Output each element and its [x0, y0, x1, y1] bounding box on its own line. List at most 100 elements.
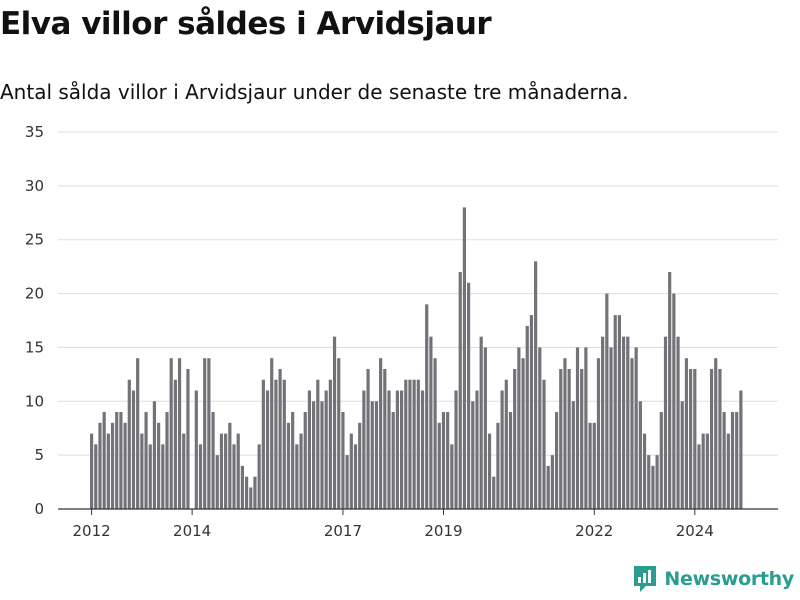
bar [119, 412, 123, 509]
bar [404, 379, 408, 509]
bar [496, 422, 500, 509]
bar [626, 336, 630, 509]
bar [358, 422, 362, 509]
bar [207, 358, 211, 509]
newsworthy-logo-icon [634, 566, 657, 592]
bar [98, 422, 102, 509]
bar [601, 336, 605, 509]
bar [642, 433, 647, 509]
bar [215, 455, 219, 509]
bar [437, 422, 441, 509]
bar [454, 390, 458, 509]
bar [513, 368, 517, 509]
bar [295, 444, 299, 509]
bar [638, 401, 642, 509]
bar [575, 347, 580, 509]
bar [253, 476, 257, 509]
bar [244, 476, 249, 509]
y-tick-label: 5 [34, 446, 44, 464]
bar [517, 347, 521, 509]
highlight-data-label: 11 [734, 0, 756, 5]
bar [370, 401, 374, 509]
bar [508, 412, 513, 509]
bar [169, 358, 173, 509]
bar [261, 379, 265, 509]
bar [416, 379, 420, 509]
bar [467, 282, 471, 509]
bar [165, 412, 169, 509]
bar [483, 347, 487, 509]
bar [232, 444, 236, 509]
bar [709, 368, 714, 509]
bar [655, 455, 659, 509]
bar [580, 368, 584, 509]
x-tick-label: 2017 [324, 522, 362, 540]
bar [257, 444, 261, 509]
y-tick-label: 35 [25, 123, 44, 141]
bar [286, 422, 291, 509]
x-tick-label: 2024 [676, 522, 714, 540]
y-tick-label: 0 [34, 500, 44, 518]
bar [701, 433, 705, 509]
bar [559, 368, 563, 509]
bar [383, 368, 387, 509]
x-tick-label: 2019 [424, 522, 462, 540]
bar [450, 444, 454, 509]
bar [705, 433, 709, 509]
bar [651, 465, 655, 509]
bar [425, 304, 429, 509]
bar [148, 444, 152, 509]
bar [487, 433, 492, 509]
bar [144, 412, 148, 509]
bar [697, 444, 701, 509]
bar [224, 433, 228, 509]
bar [182, 433, 186, 509]
bar [332, 336, 337, 509]
bar [693, 368, 697, 509]
bar [94, 444, 98, 509]
bar [730, 412, 735, 509]
bar [374, 401, 379, 509]
bar [341, 412, 345, 509]
bar [680, 401, 684, 509]
bar [525, 325, 529, 509]
bar [399, 390, 404, 509]
bar [282, 379, 286, 509]
bar [161, 444, 165, 509]
x-tick-label: 2012 [73, 522, 111, 540]
bar [228, 422, 232, 509]
bar [588, 422, 592, 509]
bar [622, 336, 626, 509]
bar [408, 379, 412, 509]
y-tick-label: 25 [25, 231, 44, 249]
bar [462, 207, 467, 509]
bar [320, 401, 324, 509]
y-tick-label: 20 [25, 285, 44, 303]
bar [198, 444, 203, 509]
bar [236, 433, 240, 509]
bar [102, 412, 106, 509]
bar [240, 465, 244, 509]
bar [177, 358, 182, 509]
bar [550, 455, 554, 509]
bar [529, 315, 534, 509]
bar [571, 401, 575, 509]
bar [265, 390, 270, 509]
bar [668, 272, 672, 509]
bar [521, 358, 525, 509]
bar [613, 315, 617, 509]
bar [504, 379, 508, 509]
brand-name: Newsworthy [664, 568, 794, 590]
bar [140, 433, 144, 509]
y-axis-ticks: 0 5 10 15 20 25 30 35 [25, 123, 44, 518]
bar [211, 412, 215, 509]
bar [324, 390, 328, 509]
bar [500, 390, 504, 509]
bar [420, 390, 425, 509]
bar [471, 401, 475, 509]
bar [433, 358, 437, 509]
bar [412, 379, 416, 509]
bar [395, 390, 399, 509]
bar [458, 272, 462, 509]
bar [299, 433, 303, 509]
